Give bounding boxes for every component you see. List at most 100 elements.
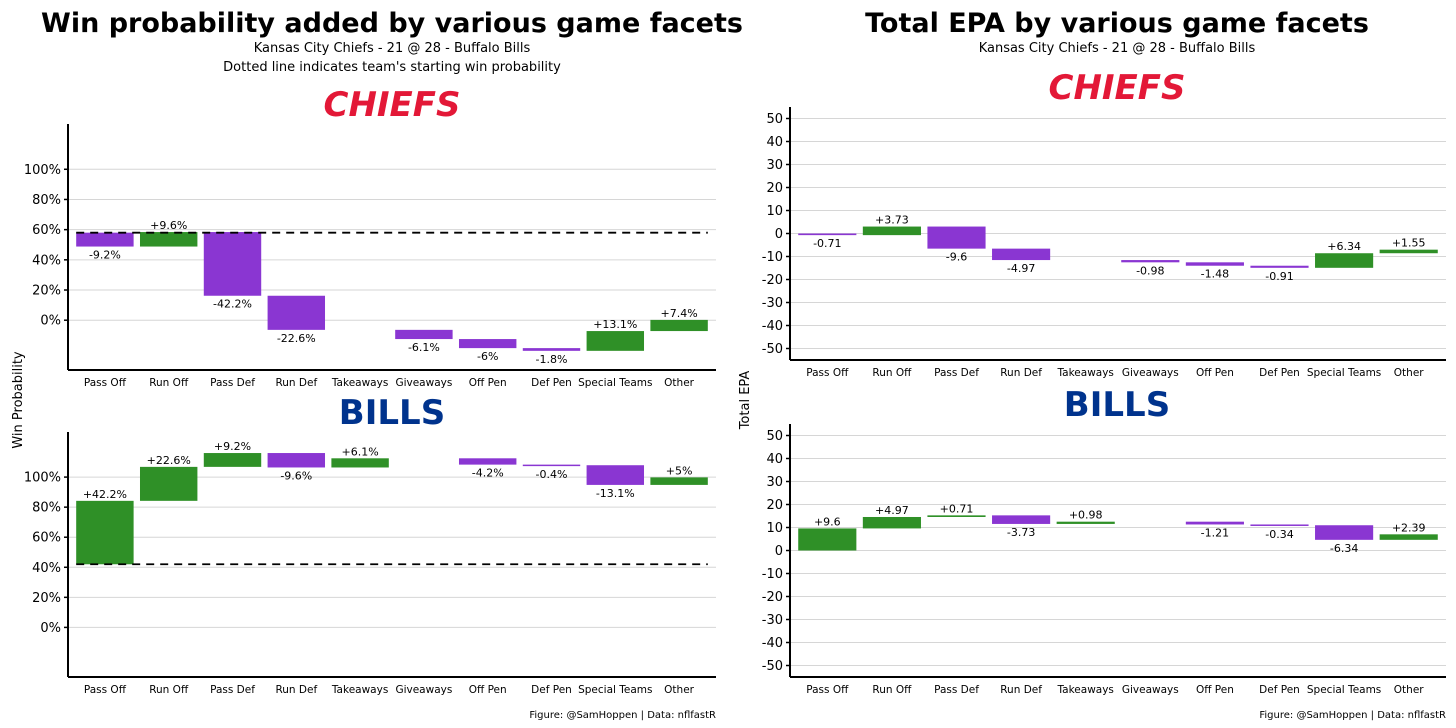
bills-wp-bar-special-teams bbox=[586, 465, 645, 485]
chiefs-logo-right: CHIEFS bbox=[1049, 68, 1186, 108]
bills-wp-y-tick-label: 20% bbox=[32, 591, 61, 606]
chiefs-epa-y-tick-label: -30 bbox=[762, 296, 783, 311]
chiefs-wp-x-tick-label: Pass Off bbox=[84, 377, 127, 389]
bills-logo-right: BILLS bbox=[1064, 385, 1170, 425]
chiefs-epa-bar-def-pen bbox=[1250, 265, 1309, 268]
bills-wp-bar-pass-def bbox=[203, 453, 262, 467]
bills-wp-y-tick-label: 100% bbox=[24, 471, 61, 486]
chiefs-epa-x-tick-label: Giveaways bbox=[1122, 367, 1179, 379]
chiefs-logo-left: CHIEFS bbox=[324, 85, 461, 125]
chiefs-epa-data-label: -9.6 bbox=[946, 251, 967, 264]
bills-epa-data-label: +2.39 bbox=[1392, 521, 1426, 534]
chiefs-epa-bar-giveaways bbox=[1121, 260, 1180, 263]
bills-epa-x-tick-label: Off Pen bbox=[1196, 684, 1234, 696]
chiefs-wp-x-tick-label: Run Off bbox=[149, 377, 189, 389]
chiefs-wp-x-tick-label: Special Teams bbox=[578, 377, 652, 389]
bills-wp-x-tick-label: Run Off bbox=[149, 684, 189, 696]
bills-wp-bar-takeaways bbox=[331, 458, 389, 468]
chiefs-wp-y-tick-label: 20% bbox=[32, 284, 61, 299]
chiefs-wp-bar-run-off bbox=[139, 232, 198, 247]
chiefs-wp-bar-def-pen bbox=[522, 348, 581, 351]
chiefs-epa-x-tick-label: Takeaways bbox=[1056, 367, 1113, 379]
chiefs-epa-x-tick-label: Def Pen bbox=[1259, 367, 1300, 379]
bills-epa-data-label: +4.97 bbox=[875, 504, 909, 517]
bills-epa-bar-pass-off bbox=[798, 528, 857, 551]
bills-wp-x-tick-label: Def Pen bbox=[531, 684, 572, 696]
bills-epa-data-label: -1.21 bbox=[1201, 526, 1229, 539]
chiefs-epa-x-tick-label: Run Def bbox=[1000, 367, 1042, 379]
bills-wp-bar-off-pen bbox=[458, 458, 517, 465]
bills-epa-x-tick-label: Special Teams bbox=[1307, 684, 1381, 696]
bills-epa-x-tick-label: Pass Off bbox=[806, 684, 849, 696]
chiefs-wp-y-tick-label: 0% bbox=[40, 314, 61, 329]
bills-epa-bar-run-off bbox=[862, 516, 921, 529]
chiefs-epa-x-tick-label: Special Teams bbox=[1307, 367, 1381, 379]
right-caption: Figure: @SamHoppen | Data: nflfastR bbox=[1259, 710, 1446, 721]
bills-wp-bar-def-pen bbox=[522, 464, 581, 467]
bills-wp-x-tick-label: Off Pen bbox=[469, 684, 507, 696]
chiefs-epa-x-tick-label: Pass Def bbox=[934, 367, 979, 379]
bills-wp-data-label: -9.6% bbox=[280, 469, 312, 482]
chiefs-wp-data-label: -22.6% bbox=[277, 332, 316, 345]
chiefs-epa-data-label: +1.55 bbox=[1392, 237, 1426, 250]
chiefs-wp-bar-giveaways bbox=[395, 329, 453, 340]
chiefs-epa-data-label: -1.48 bbox=[1201, 268, 1229, 281]
bills-wp-x-tick-label: Pass Def bbox=[210, 684, 255, 696]
chiefs-epa-x-tick-label: Pass Off bbox=[806, 367, 849, 379]
bills-epa-bar-off-pen bbox=[1185, 521, 1244, 525]
chiefs-epa-y-tick-label: -50 bbox=[762, 342, 783, 357]
chiefs-epa-bar-off-pen bbox=[1185, 262, 1244, 266]
chiefs-wp-data-label: +9.6% bbox=[150, 219, 187, 232]
bills-epa-x-tick-label: Giveaways bbox=[1122, 684, 1179, 696]
chiefs-wp-bar-pass-def bbox=[203, 232, 262, 296]
bills-epa-data-label: +0.98 bbox=[1069, 509, 1103, 522]
chiefs-wp-x-tick-label: Def Pen bbox=[531, 377, 572, 389]
bills-epa-data-label: +0.71 bbox=[940, 502, 974, 515]
bills-epa-x-tick-label: Other bbox=[1394, 684, 1424, 696]
bills-wp-x-tick-label: Special Teams bbox=[578, 684, 652, 696]
chiefs-wp-x-tick-label: Giveaways bbox=[395, 377, 452, 389]
chiefs-epa-y-tick-label: 10 bbox=[766, 204, 783, 219]
chiefs-wp-data-label: -9.2% bbox=[89, 249, 121, 262]
left-caption: Figure: @SamHoppen | Data: nflfastR bbox=[529, 710, 716, 721]
left-subtitle: Kansas City Chiefs - 21 @ 28 - Buffalo B… bbox=[254, 41, 531, 56]
bills-epa-x-tick-label: Run Off bbox=[872, 684, 912, 696]
bills-wp-data-label: -13.1% bbox=[596, 487, 635, 500]
chiefs-wp-bar-other bbox=[650, 319, 708, 332]
chiefs-wp-data-label: +13.1% bbox=[593, 318, 637, 331]
chiefs-wp-bar-off-pen bbox=[458, 339, 517, 349]
chiefs-epa-y-tick-label: 40 bbox=[766, 135, 783, 150]
chiefs-wp-data-label: -1.8% bbox=[536, 353, 568, 366]
bills-epa-y-tick-label: 30 bbox=[766, 475, 783, 490]
bills-epa-y-tick-label: 20 bbox=[766, 498, 783, 513]
chiefs-wp-x-tick-label: Takeaways bbox=[331, 377, 388, 389]
chiefs-epa-bar-special-teams bbox=[1315, 253, 1374, 268]
bills-wp-data-label: +9.2% bbox=[214, 440, 251, 453]
bills-epa-data-label: -6.34 bbox=[1330, 542, 1358, 555]
bills-epa-x-tick-label: Def Pen bbox=[1259, 684, 1300, 696]
bills-epa-y-tick-label: 40 bbox=[766, 452, 783, 467]
chiefs-wp-y-tick-label: 80% bbox=[32, 193, 61, 208]
bills-wp-y-tick-label: 80% bbox=[32, 501, 61, 516]
bills-epa-x-tick-label: Run Def bbox=[1000, 684, 1042, 696]
right-subtitle: Kansas City Chiefs - 21 @ 28 - Buffalo B… bbox=[979, 41, 1256, 56]
bills-epa-y-tick-label: 50 bbox=[766, 429, 783, 444]
chiefs-epa-y-tick-label: -10 bbox=[762, 250, 783, 265]
chiefs-epa-bar-pass-def bbox=[927, 226, 986, 249]
chiefs-wp-bar-pass-off bbox=[76, 232, 134, 247]
chiefs-wp-x-tick-label: Run Def bbox=[275, 377, 317, 389]
bills-epa-bar-special-teams bbox=[1315, 525, 1374, 540]
right-title: Total EPA by various game facets bbox=[865, 8, 1369, 39]
left-subtitle-2: Dotted line indicates team's starting wi… bbox=[223, 60, 561, 75]
bills-wp-y-tick-label: 60% bbox=[32, 531, 61, 546]
chiefs-wp-data-label: +7.4% bbox=[661, 307, 698, 320]
chiefs-epa-y-tick-label: 0 bbox=[775, 227, 783, 242]
bills-wp-data-label: +42.2% bbox=[83, 488, 127, 501]
bills-epa-y-tick-label: 0 bbox=[775, 544, 783, 559]
bills-wp-x-tick-label: Other bbox=[664, 684, 694, 696]
bills-wp-data-label: +22.6% bbox=[147, 454, 191, 467]
chiefs-epa-data-label: -0.91 bbox=[1265, 270, 1293, 283]
bills-epa-x-tick-label: Takeaways bbox=[1056, 684, 1113, 696]
chiefs-epa-bar-run-off bbox=[862, 226, 921, 236]
